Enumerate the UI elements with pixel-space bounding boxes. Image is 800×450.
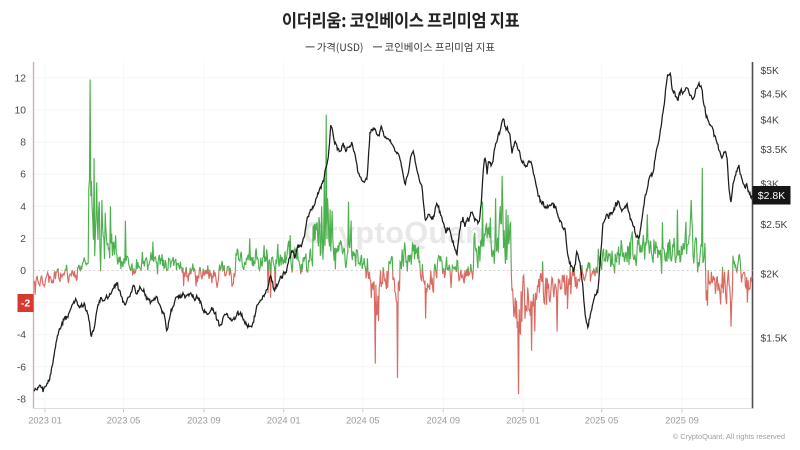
svg-text:2024 05: 2024 05 — [346, 416, 380, 426]
svg-text:10: 10 — [15, 106, 27, 117]
svg-text:2024 09: 2024 09 — [426, 416, 460, 426]
svg-text:2025 09: 2025 09 — [665, 416, 699, 426]
svg-text:-6: -6 — [17, 362, 26, 373]
svg-text:8: 8 — [20, 138, 26, 149]
svg-text:2025 05: 2025 05 — [585, 416, 619, 426]
svg-text:$4.5K: $4.5K — [761, 89, 788, 100]
svg-text:-2: -2 — [21, 298, 30, 310]
svg-text:2023 09: 2023 09 — [187, 416, 221, 426]
svg-text:12: 12 — [15, 73, 27, 84]
svg-text:-8: -8 — [17, 394, 26, 405]
svg-text:2023 05: 2023 05 — [107, 416, 141, 426]
svg-text:2025 01: 2025 01 — [506, 416, 540, 426]
svg-text:2023 01: 2023 01 — [28, 416, 62, 426]
svg-text:$2.5K: $2.5K — [761, 220, 788, 231]
svg-text:4: 4 — [20, 202, 26, 213]
svg-text:$2K: $2K — [761, 270, 779, 281]
svg-text:6: 6 — [20, 170, 26, 181]
svg-text:$4K: $4K — [761, 116, 779, 127]
svg-text:$1.5K: $1.5K — [761, 334, 788, 345]
svg-text:2024 01: 2024 01 — [267, 416, 301, 426]
svg-text:$3K: $3K — [761, 180, 779, 191]
svg-text:0: 0 — [20, 266, 26, 277]
svg-text:$3.5K: $3.5K — [761, 145, 788, 156]
svg-text:2: 2 — [20, 234, 26, 245]
svg-text:$5K: $5K — [761, 66, 779, 77]
svg-text:$2.8K: $2.8K — [758, 190, 785, 202]
svg-text:-4: -4 — [17, 330, 26, 341]
